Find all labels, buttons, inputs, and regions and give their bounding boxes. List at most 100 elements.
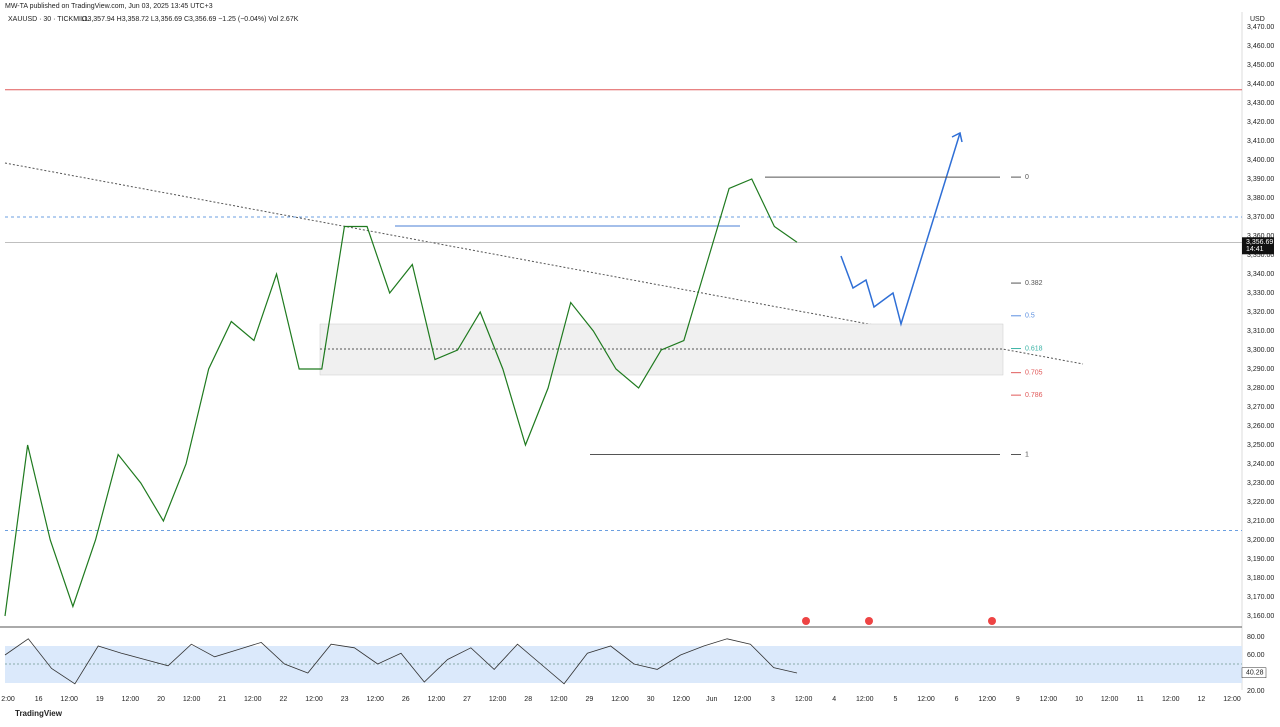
price-tick: 3,270.00 — [1247, 404, 1274, 411]
time-label: 2:00 — [1, 696, 15, 703]
price-tick: 3,410.00 — [1247, 138, 1274, 145]
price-tick: 3,290.00 — [1247, 366, 1274, 373]
time-label: 12:00 — [305, 696, 323, 703]
time-label: 12:00 — [1223, 696, 1241, 703]
time-label: 29 — [586, 696, 594, 703]
price-tick: 3,160.00 — [1247, 613, 1274, 620]
rsi-badge-text: 40.28 — [1246, 670, 1264, 677]
event-flag — [988, 617, 996, 625]
price-tick: 3,190.00 — [1247, 556, 1274, 563]
price-tick: 3,460.00 — [1247, 43, 1274, 50]
time-label: 5 — [893, 696, 897, 703]
time-label: 22 — [280, 696, 288, 703]
price-tick: 3,250.00 — [1247, 442, 1274, 449]
price-tick: 3,450.00 — [1247, 62, 1274, 69]
time-label: 12:00 — [1040, 696, 1058, 703]
price-tick: 3,310.00 — [1247, 328, 1274, 335]
price-badge — [1242, 237, 1274, 255]
time-label: 4 — [832, 696, 836, 703]
time-label: 19 — [96, 696, 104, 703]
price-tick: 3,200.00 — [1247, 537, 1274, 544]
time-label: 26 — [402, 696, 410, 703]
time-label: 12:00 — [183, 696, 201, 703]
rsi-band — [5, 646, 1242, 683]
price-tick: 3,320.00 — [1247, 309, 1274, 316]
time-label: 9 — [1016, 696, 1020, 703]
time-label: 23 — [341, 696, 349, 703]
time-label: 12:00 — [489, 696, 507, 703]
publisher: MW-TA published on TradingView.com, Jun … — [5, 3, 213, 10]
fib-label: 1 — [1025, 451, 1029, 458]
time-label: 27 — [463, 696, 471, 703]
fib-label: 0.5 — [1025, 313, 1035, 320]
price-tick: 3,300.00 — [1247, 347, 1274, 354]
time-label: 30 — [647, 696, 655, 703]
time-label: 12:00 — [1101, 696, 1119, 703]
time-label: 12:00 — [672, 696, 690, 703]
countdown: 14:41 — [1246, 246, 1264, 253]
price-tick: 3,180.00 — [1247, 575, 1274, 582]
fib-label: 0 — [1025, 174, 1029, 181]
arrow-head — [951, 131, 963, 143]
ohlc: O3,357.94 H3,358.72 L3,356.69 C3,356.69 … — [82, 16, 299, 23]
price-tick: 3,220.00 — [1247, 499, 1274, 506]
price-tick: 3,330.00 — [1247, 290, 1274, 297]
time-label: 12:00 — [734, 696, 752, 703]
time-label: 28 — [524, 696, 532, 703]
time-label: 12:00 — [428, 696, 446, 703]
event-flag — [865, 617, 873, 625]
time-label: 12:00 — [978, 696, 996, 703]
rsi-tick: 60.00 — [1247, 652, 1265, 659]
price-tick: 3,400.00 — [1247, 157, 1274, 164]
price-tick: 3,280.00 — [1247, 385, 1274, 392]
time-label: 12:00 — [795, 696, 813, 703]
fib-label: 0.382 — [1025, 280, 1043, 287]
time-label: 3 — [771, 696, 775, 703]
time-label: 12:00 — [366, 696, 384, 703]
rsi-tick: 20.00 — [1247, 688, 1265, 695]
time-label: 12:00 — [244, 696, 262, 703]
time-label: 11 — [1137, 696, 1144, 703]
rsi-line — [4, 638, 798, 685]
price-tick: 3,360.00 — [1247, 233, 1274, 240]
time-label: 12:00 — [60, 696, 78, 703]
price-tick: 3,240.00 — [1247, 461, 1274, 468]
price-line — [4, 178, 798, 617]
projection — [840, 132, 961, 327]
fib-label: 0.786 — [1025, 392, 1043, 399]
price-tick: 3,230.00 — [1247, 480, 1274, 487]
time-label: 20 — [157, 696, 165, 703]
price-tick: 3,430.00 — [1247, 100, 1274, 107]
time-label: 12:00 — [917, 696, 935, 703]
currency: USD — [1250, 16, 1265, 23]
time-label: 10 — [1075, 696, 1083, 703]
price-tick: 3,380.00 — [1247, 195, 1274, 202]
time-label: 21 — [218, 696, 226, 703]
price-tick: 3,260.00 — [1247, 423, 1274, 430]
price-tick: 3,470.00 — [1247, 24, 1274, 31]
brand: TradingView — [15, 709, 63, 718]
price-tick: 3,350.00 — [1247, 252, 1274, 259]
price-tick: 3,370.00 — [1247, 214, 1274, 221]
time-label: 12 — [1198, 696, 1206, 703]
time-label: 12:00 — [1162, 696, 1180, 703]
time-label: 6 — [955, 696, 959, 703]
time-label: 12:00 — [122, 696, 140, 703]
time-label: 12:00 — [611, 696, 629, 703]
price-tick: 3,390.00 — [1247, 176, 1274, 183]
time-label: 16 — [35, 696, 43, 703]
price-tick: 3,340.00 — [1247, 271, 1274, 278]
fib-label: 0.618 — [1025, 345, 1043, 352]
rsi-badge — [1241, 667, 1267, 678]
time-label: Jun — [706, 696, 717, 703]
time-label: 12:00 — [550, 696, 568, 703]
price-tick: 3,420.00 — [1247, 119, 1274, 126]
fib-label: 0.705 — [1025, 370, 1043, 377]
rsi-tick: 80.00 — [1247, 634, 1265, 641]
time-label: 12:00 — [856, 696, 874, 703]
price-tick: 3,170.00 — [1247, 594, 1274, 601]
price-badge-text: 3,356.69 — [1246, 239, 1273, 246]
symbol: XAUUSD · 30 · TICKMILL — [8, 16, 89, 23]
